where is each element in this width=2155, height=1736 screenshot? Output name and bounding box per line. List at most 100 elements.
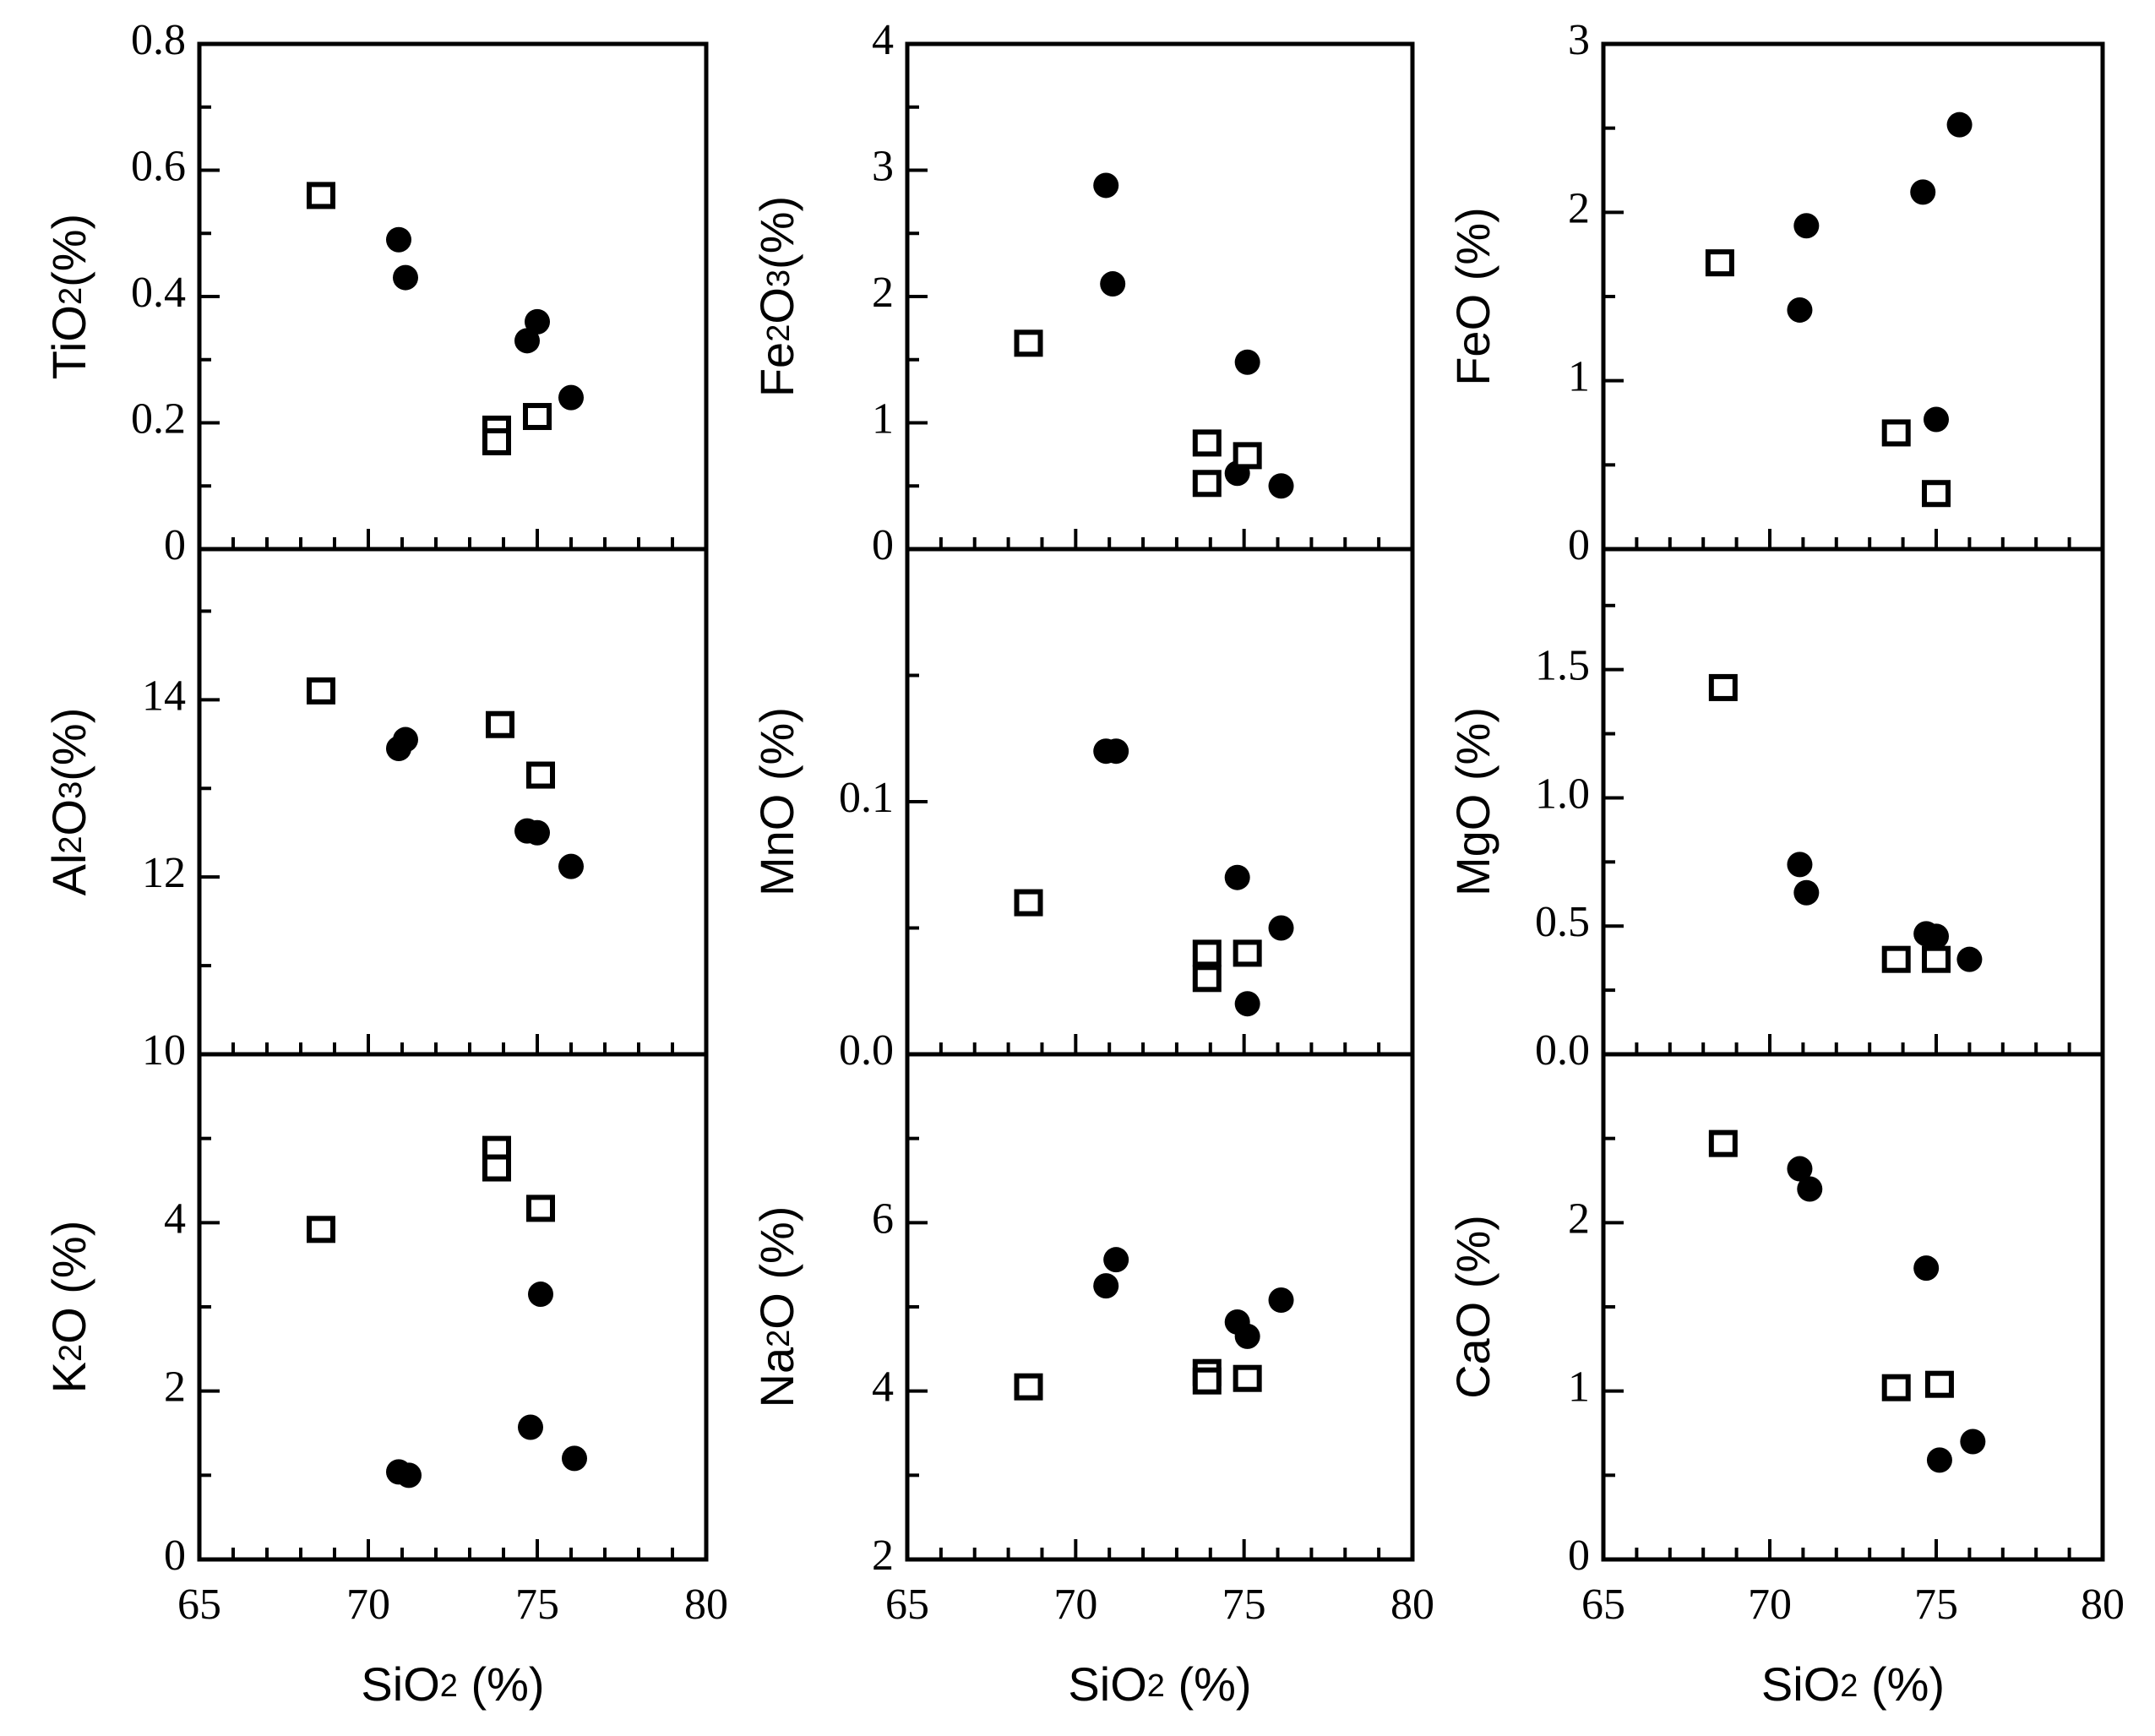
k2o-circle-point [562,1445,587,1472]
k2o-x-tick-label: 70 [346,1581,390,1629]
mgo-plot-frame [1601,547,2105,1057]
cao-square-point [1924,1370,1954,1398]
cao-y-tick-label: 0 [1568,1532,1590,1580]
fe2o3-circle-point [1234,349,1260,375]
na2o-circle-point [1103,1247,1129,1273]
na2o-y-tick-label: 6 [872,1195,894,1243]
mgo-circle-point [1787,852,1813,878]
tio2-square-point [307,182,335,210]
na2o-y-tick-label: 2 [872,1532,894,1580]
mno-y-tick-label: 0.1 [839,774,894,822]
fe2o3-square-point [1014,329,1043,357]
al2o3-circle-point [558,853,584,879]
mno-plot-frame [905,547,1415,1057]
na2o-circle-point [1234,1323,1260,1349]
panel-al2o3: 10 12 14 Al2O3(%) [42,547,709,1075]
k2o-plot-frame [197,1052,709,1562]
na2o-x-tick-label: 70 [1053,1581,1097,1629]
fe2o3-square-point [1233,442,1262,470]
na2o-square-point [1233,1364,1262,1392]
na2o-x-tick-label: 65 [885,1581,929,1629]
cao-y-axis-title: CaO (%) [1446,1215,1499,1399]
mgo-y-tick-label: 1.5 [1535,642,1590,690]
na2o-square-point [1192,1367,1222,1395]
fe2o3-circle-point [1100,271,1126,297]
al2o3-y-tick-label: 14 [142,672,186,720]
panel-mno: 0.0 0.1 MnO (%) [750,547,1415,1075]
mgo-circle-point [1924,923,1949,950]
na2o-circle-point [1268,1287,1294,1314]
panel-cao: 0 1 2 65 70 75 80 CaO (%) SiO2 (%) [1446,1052,2125,1711]
feo-circle-point [1910,179,1936,205]
mgo-y-axis-title: MgO (%) [1446,707,1499,896]
cao-x-axis-title: SiO2 (%) [1761,1657,1945,1711]
fe2o3-circle-point [1268,473,1294,499]
na2o-y-tick-label: 4 [872,1363,894,1412]
tio2-y-tick-label: 0 [164,521,186,569]
mgo-square-point [1922,945,1951,973]
k2o-square-point [307,1216,335,1243]
mgo-circle-point [1956,946,1983,972]
fe2o3-square-point [1192,470,1222,498]
tio2-circle-point [393,264,418,291]
k2o-square-point [526,1195,555,1222]
cao-x-tick-label: 75 [1914,1581,1958,1629]
panel-fe2o3: 0 1 2 3 4 Fe2O3(%) [750,16,1415,569]
mgo-y-tick-label: 0.0 [1535,1026,1590,1075]
al2o3-plot-frame [197,547,709,1057]
fe2o3-y-tick-label: 1 [872,395,894,443]
fe2o3-y-tick-label: 3 [872,142,894,190]
cao-plot-frame [1601,1052,2105,1562]
feo-y-tick-label: 2 [1568,184,1590,232]
feo-square-point [1705,249,1734,277]
al2o3-square-point [526,761,555,789]
k2o-square-point [482,1154,511,1182]
tio2-square-point [482,427,511,455]
fe2o3-circle-point [1093,172,1119,199]
mno-square-point [1192,965,1222,993]
tio2-plot-frame [197,41,709,552]
k2o-y-tick-label: 2 [164,1363,186,1412]
cao-x-tick-label: 80 [2081,1581,2125,1629]
cao-y-tick-label: 2 [1568,1195,1590,1243]
cao-square-point [1881,1374,1911,1401]
tio2-circle-point [525,308,550,335]
feo-plot-frame [1601,41,2105,552]
fe2o3-plot-frame [905,41,1415,552]
feo-circle-point [1793,213,1820,239]
panel-mgo: 0.0 0.5 1.0 1.5 MgO (%) [1446,547,2105,1075]
al2o3-square-point [307,677,335,705]
feo-circle-point [1787,297,1813,323]
feo-y-tick-label: 0 [1568,521,1590,569]
na2o-circle-point [1093,1273,1119,1299]
fe2o3-y-tick-label: 0 [872,521,894,569]
mgo-square-point [1708,673,1738,701]
fe2o3-square-point [1192,429,1222,457]
fe2o3-y-axis-title: Fe2O3(%) [750,196,803,397]
mno-circle-point [1268,915,1294,941]
cao-square-point [1708,1129,1738,1157]
tio2-y-tick-label: 0.6 [131,142,186,190]
na2o-square-point [1014,1373,1043,1401]
fe2o3-y-tick-label: 2 [872,269,894,317]
k2o-y-axis-title: K2O (%) [42,1221,95,1394]
k2o-x-tick-label: 80 [684,1581,728,1629]
mno-circle-point [1224,864,1250,890]
panel-k2o: 0 2 4 65 70 75 80 K2O (%) SiO2 (%) [42,1052,728,1711]
panel-na2o: 2 4 6 65 70 75 80 Na2O (%) SiO2 (%) [750,1052,1434,1711]
mno-square-point [1192,939,1222,967]
al2o3-y-tick-label: 12 [142,849,186,897]
k2o-x-axis-title: SiO2 (%) [361,1657,544,1711]
cao-x-tick-label: 65 [1581,1581,1625,1629]
cao-circle-point [1960,1429,1986,1455]
feo-y-tick-label: 1 [1568,353,1590,401]
panel-feo: 0 1 2 3 FeO (%) [1446,16,2105,569]
tio2-circle-point [558,384,584,411]
tio2-y-tick-label: 0.8 [131,16,186,64]
na2o-x-tick-label: 75 [1222,1581,1266,1629]
na2o-x-axis-title: SiO2 (%) [1068,1657,1251,1711]
al2o3-circle-point [393,727,418,753]
al2o3-square-point [486,710,514,738]
k2o-circle-point [528,1282,553,1308]
cao-circle-point [1787,1156,1813,1182]
